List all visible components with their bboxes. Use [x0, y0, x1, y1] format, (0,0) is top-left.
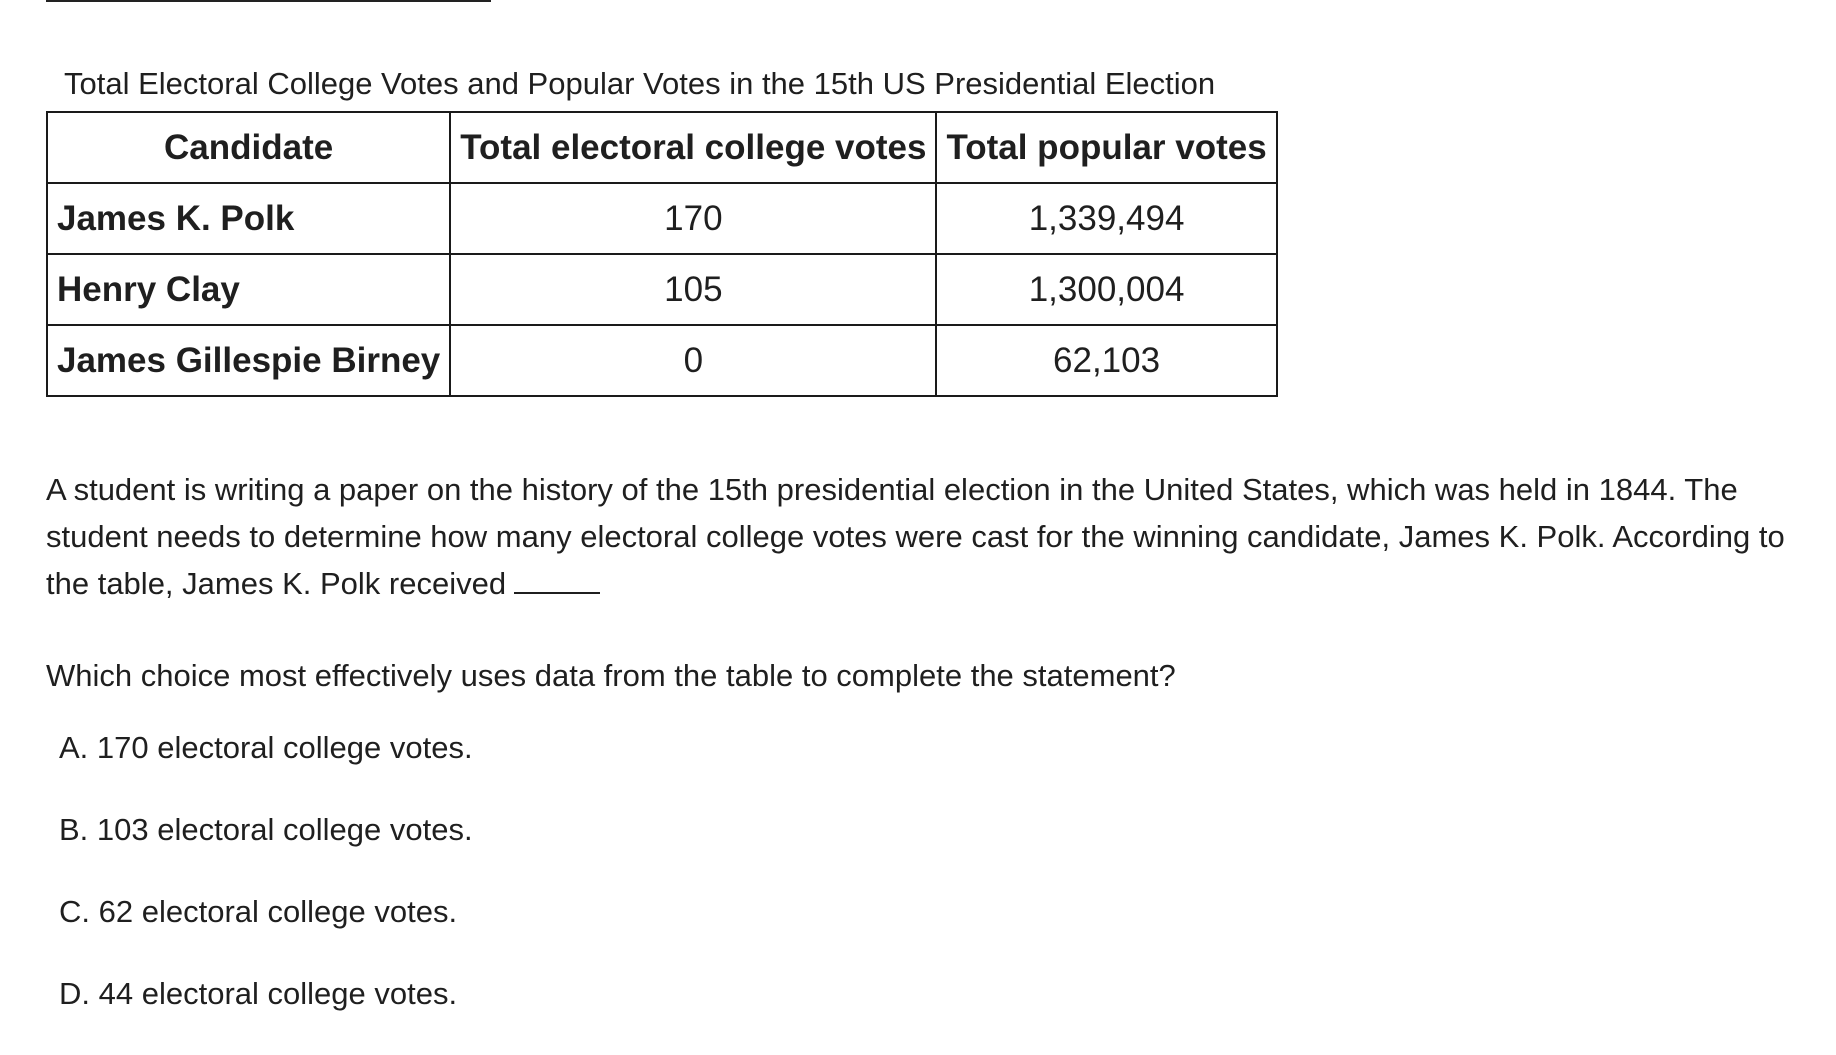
choice-label: C. [59, 894, 90, 929]
electoral-votes-cell: 105 [449, 253, 938, 326]
choice-text: 62 electoral college votes. [98, 894, 458, 929]
header-candidate: Candidate [45, 111, 452, 184]
choice-b[interactable]: B. 103 electoral college votes. [59, 809, 473, 891]
choice-label: A. [59, 730, 89, 765]
top-divider [46, 0, 491, 2]
passage-text: A student is writing a paper on the hist… [46, 472, 1785, 601]
choice-a[interactable]: A. 170 electoral college votes. [59, 727, 473, 809]
popular-votes-cell: 1,339,494 [935, 182, 1278, 255]
election-results-table: Candidate Total electoral college votes … [45, 111, 1278, 397]
popular-votes-cell: 1,300,004 [935, 253, 1278, 326]
choice-d[interactable]: D. 44 electoral college votes. [59, 973, 473, 1055]
electoral-votes-cell: 170 [449, 182, 938, 255]
candidate-name: James K. Polk [45, 182, 452, 255]
choice-text: 170 electoral college votes. [96, 730, 473, 765]
candidate-name: James Gillespie Birney [45, 324, 452, 397]
table-row: Henry Clay 105 1,300,004 [45, 253, 1278, 326]
header-electoral-votes: Total electoral college votes [449, 111, 938, 184]
table-caption: Total Electoral College Votes and Popula… [64, 66, 1216, 101]
popular-votes-cell: 62,103 [935, 324, 1278, 397]
answer-choices: A. 170 electoral college votes. B. 103 e… [59, 727, 473, 1055]
question-prompt: Which choice most effectively uses data … [46, 658, 1176, 693]
choice-c[interactable]: C. 62 electoral college votes. [59, 891, 473, 973]
choice-text: 103 electoral college votes. [96, 812, 473, 847]
answer-blank [514, 566, 601, 594]
choice-label: D. [59, 976, 90, 1011]
table-header-row: Candidate Total electoral college votes … [45, 111, 1278, 184]
table-row: James K. Polk 170 1,339,494 [45, 182, 1278, 255]
table-row: James Gillespie Birney 0 62,103 [45, 324, 1278, 397]
header-popular-votes: Total popular votes [935, 111, 1278, 184]
candidate-name: Henry Clay [45, 253, 452, 326]
choice-label: B. [59, 812, 89, 847]
choice-text: 44 electoral college votes. [98, 976, 458, 1011]
passage: A student is writing a paper on the hist… [46, 466, 1806, 607]
electoral-votes-cell: 0 [449, 324, 938, 397]
